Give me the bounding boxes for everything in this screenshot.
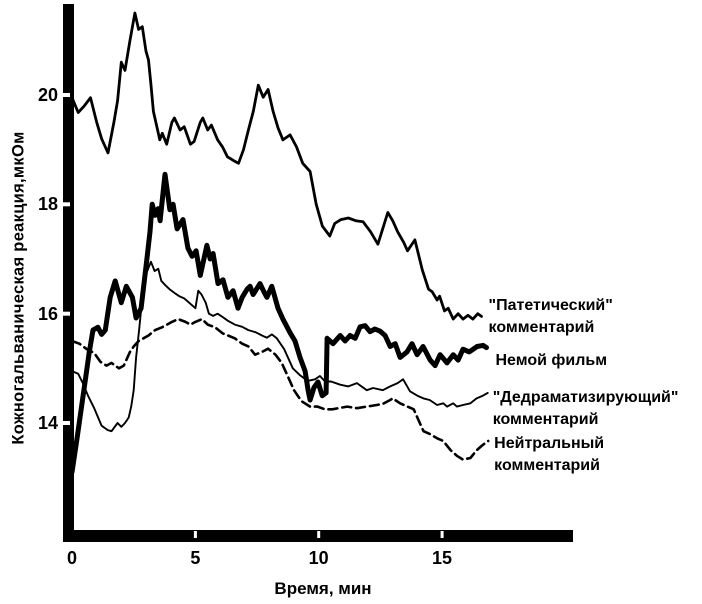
x-tick-mark: [440, 531, 444, 538]
x-tick-mark: [317, 531, 321, 538]
y-tick-mark: [63, 311, 70, 316]
series-line-2: [71, 260, 489, 433]
y-tick-mark: [63, 421, 70, 425]
y-axis-title: Кожногальваническая реакция,мкОм: [9, 131, 28, 445]
x-tick-label: 5: [190, 548, 201, 568]
x-tick-label: 15: [432, 548, 453, 568]
y-tick-label: 14: [37, 413, 58, 433]
series-label-0: "Патетический" комментарий: [488, 297, 613, 337]
x-tick-label: 0: [66, 548, 77, 568]
x-tick-label: 10: [308, 548, 329, 568]
y-tick-mark: [63, 202, 70, 207]
x-tick-mark: [193, 531, 197, 538]
series-line-3: [70, 317, 490, 461]
series-label-1: Немой фильм: [495, 351, 608, 369]
y-tick-label: 20: [37, 85, 58, 105]
series-label-3: Нейтральный комментарий: [494, 435, 605, 475]
series-line-0: [70, 11, 483, 321]
series-label-2: "Дедраматизирующий" комментарий: [492, 388, 679, 428]
x-axis-title: Время, мин: [274, 579, 372, 598]
series-line-1: [69, 171, 489, 475]
y-tick-mark: [63, 93, 70, 97]
y-tick-label: 18: [37, 194, 58, 215]
y-axis-line: [63, 4, 74, 542]
y-tick-label: 16: [37, 303, 58, 324]
